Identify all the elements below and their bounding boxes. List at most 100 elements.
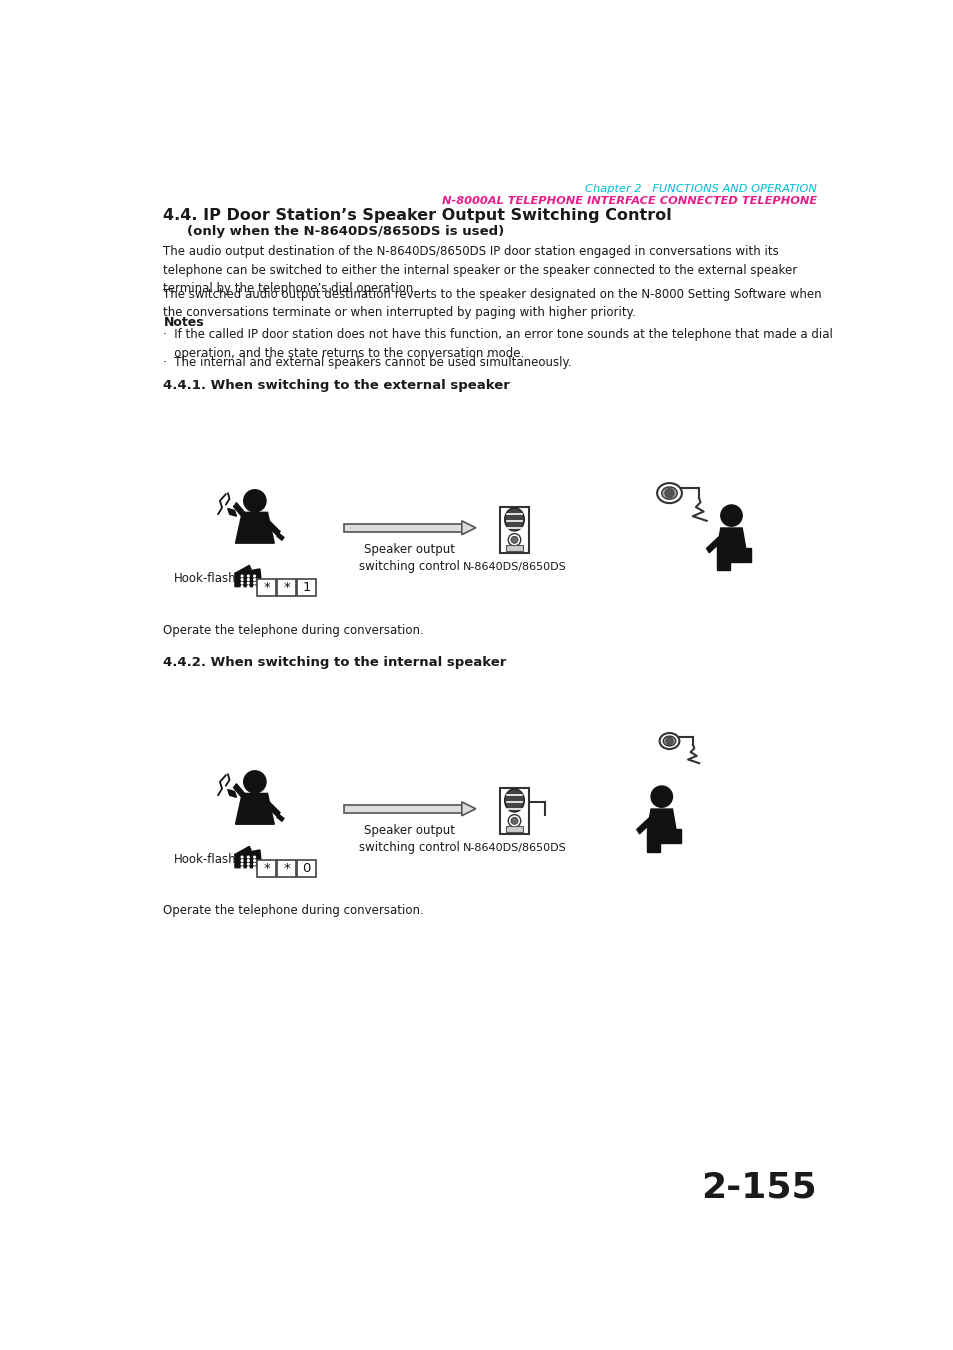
Circle shape <box>511 817 517 825</box>
Circle shape <box>253 582 255 585</box>
Text: ·  The internal and external speakers cannot be used simultaneously.: · The internal and external speakers can… <box>163 356 572 369</box>
Polygon shape <box>706 535 722 552</box>
Circle shape <box>508 814 520 828</box>
Circle shape <box>247 863 249 865</box>
Circle shape <box>247 579 249 580</box>
Text: 4.4. IP Door Station’s Speaker Output Switching Control: 4.4. IP Door Station’s Speaker Output Sw… <box>163 208 672 223</box>
Circle shape <box>241 579 243 580</box>
Circle shape <box>247 867 249 868</box>
Polygon shape <box>263 799 280 817</box>
Polygon shape <box>461 802 476 815</box>
Circle shape <box>241 860 243 861</box>
Circle shape <box>243 771 266 792</box>
Text: Chapter 2   FUNCTIONS AND OPERATION: Chapter 2 FUNCTIONS AND OPERATION <box>584 184 816 193</box>
Circle shape <box>247 575 249 576</box>
Text: 1: 1 <box>302 582 311 594</box>
Text: ·  If the called IP door station does not have this function, an error tone soun: · If the called IP door station does not… <box>163 328 832 360</box>
Ellipse shape <box>661 487 677 500</box>
FancyBboxPatch shape <box>277 860 295 878</box>
Ellipse shape <box>504 788 524 811</box>
Polygon shape <box>461 521 476 535</box>
FancyBboxPatch shape <box>257 579 275 597</box>
Circle shape <box>508 533 520 545</box>
FancyBboxPatch shape <box>297 579 315 597</box>
Text: 0: 0 <box>302 863 311 875</box>
Polygon shape <box>234 568 261 587</box>
Text: *: * <box>283 863 290 875</box>
Polygon shape <box>234 566 251 576</box>
Circle shape <box>665 737 673 745</box>
Circle shape <box>664 489 674 498</box>
Ellipse shape <box>659 733 679 749</box>
FancyBboxPatch shape <box>506 826 522 833</box>
Text: Speaker output
switching control: Speaker output switching control <box>359 825 460 855</box>
Text: N-8640DS/8650DS: N-8640DS/8650DS <box>462 563 566 572</box>
Text: Notes: Notes <box>163 316 204 329</box>
Polygon shape <box>228 509 236 516</box>
Circle shape <box>253 579 255 580</box>
Text: Operate the telephone during conversation.: Operate the telephone during conversatio… <box>163 904 424 917</box>
FancyBboxPatch shape <box>344 805 461 813</box>
Text: The switched audio output destination reverts to the speaker designated on the N: The switched audio output destination re… <box>163 288 821 319</box>
Circle shape <box>241 856 243 859</box>
Circle shape <box>253 867 255 868</box>
FancyBboxPatch shape <box>277 579 295 597</box>
Ellipse shape <box>657 483 681 504</box>
Polygon shape <box>263 518 280 536</box>
Polygon shape <box>647 809 676 829</box>
Text: Hook-flash: Hook-flash <box>173 571 236 585</box>
Text: *: * <box>283 582 290 594</box>
Circle shape <box>511 536 517 543</box>
Text: 4.4.2. When switching to the internal speaker: 4.4.2. When switching to the internal sp… <box>163 656 506 670</box>
Text: *: * <box>263 582 270 594</box>
Polygon shape <box>235 794 274 825</box>
FancyBboxPatch shape <box>344 524 461 532</box>
Circle shape <box>241 575 243 576</box>
Circle shape <box>650 786 672 807</box>
FancyBboxPatch shape <box>297 860 315 878</box>
Circle shape <box>247 582 249 585</box>
Circle shape <box>720 505 741 526</box>
Text: 2-155: 2-155 <box>700 1170 816 1204</box>
Text: N-8640DS/8650DS: N-8640DS/8650DS <box>462 844 566 853</box>
Ellipse shape <box>504 508 524 531</box>
Polygon shape <box>228 790 236 798</box>
Text: 4.4.1. When switching to the external speaker: 4.4.1. When switching to the external sp… <box>163 379 510 391</box>
FancyBboxPatch shape <box>499 508 528 554</box>
Text: N-8000AL TELEPHONE INTERFACE CONNECTED TELEPHONE: N-8000AL TELEPHONE INTERFACE CONNECTED T… <box>441 196 816 207</box>
Circle shape <box>247 860 249 861</box>
Polygon shape <box>717 548 750 571</box>
Circle shape <box>241 867 243 868</box>
Circle shape <box>247 586 249 587</box>
FancyBboxPatch shape <box>506 545 522 551</box>
Text: (only when the N-8640DS/8650DS is used): (only when the N-8640DS/8650DS is used) <box>187 225 503 238</box>
Text: The audio output destination of the N-8640DS/8650DS IP door station engaged in c: The audio output destination of the N-86… <box>163 246 797 296</box>
Circle shape <box>253 575 255 576</box>
Circle shape <box>253 856 255 859</box>
Circle shape <box>241 586 243 587</box>
Circle shape <box>253 860 255 861</box>
Polygon shape <box>717 528 745 548</box>
Circle shape <box>247 856 249 859</box>
Polygon shape <box>234 846 251 859</box>
Polygon shape <box>647 829 680 852</box>
FancyBboxPatch shape <box>257 860 275 878</box>
Text: Speaker output
switching control: Speaker output switching control <box>359 543 460 574</box>
FancyBboxPatch shape <box>499 788 528 834</box>
Text: *: * <box>263 863 270 875</box>
Text: Operate the telephone during conversation.: Operate the telephone during conversatio… <box>163 624 424 637</box>
Polygon shape <box>233 502 246 518</box>
Circle shape <box>243 490 266 512</box>
Circle shape <box>253 586 255 587</box>
Ellipse shape <box>662 736 675 747</box>
Polygon shape <box>277 814 284 821</box>
Text: Hook-flash: Hook-flash <box>173 853 236 865</box>
Polygon shape <box>637 817 653 834</box>
Circle shape <box>241 863 243 865</box>
Polygon shape <box>235 513 274 543</box>
Polygon shape <box>277 533 284 540</box>
Polygon shape <box>234 850 261 868</box>
Polygon shape <box>233 784 246 799</box>
Circle shape <box>253 863 255 865</box>
Circle shape <box>241 582 243 585</box>
